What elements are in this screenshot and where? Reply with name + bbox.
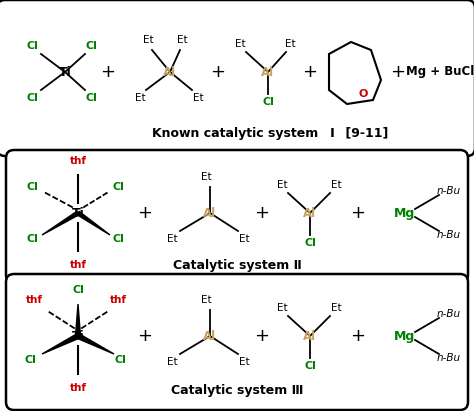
- Polygon shape: [75, 304, 81, 336]
- Text: Cl: Cl: [26, 234, 38, 244]
- Text: thf: thf: [109, 295, 127, 305]
- Text: Cl: Cl: [112, 234, 124, 244]
- Text: +: +: [137, 204, 153, 222]
- Polygon shape: [77, 211, 110, 235]
- Polygon shape: [42, 211, 79, 235]
- Text: Et: Et: [143, 35, 153, 45]
- Text: Et: Et: [285, 39, 295, 49]
- Text: Cl: Cl: [114, 355, 126, 365]
- Text: Al: Al: [203, 206, 217, 219]
- Text: n-Bu: n-Bu: [437, 309, 461, 319]
- Text: Al: Al: [303, 330, 317, 342]
- Text: Cl: Cl: [112, 182, 124, 192]
- Text: Cl: Cl: [26, 41, 38, 51]
- Text: Cl: Cl: [26, 93, 38, 103]
- Text: [9-11]: [9-11]: [341, 127, 388, 139]
- Text: Mg + BuCl: Mg + BuCl: [406, 65, 474, 79]
- Text: Cl: Cl: [72, 285, 84, 295]
- Text: n-Bu: n-Bu: [437, 186, 461, 196]
- Text: Cl: Cl: [85, 93, 97, 103]
- Text: Et: Et: [277, 303, 287, 313]
- Text: +: +: [302, 63, 318, 81]
- FancyBboxPatch shape: [0, 0, 474, 156]
- Text: Ti: Ti: [59, 65, 72, 79]
- Text: Et: Et: [193, 93, 203, 103]
- Text: Cl: Cl: [304, 361, 316, 371]
- Text: Al: Al: [262, 65, 274, 79]
- Text: Et: Et: [277, 180, 287, 190]
- Text: Et: Et: [177, 35, 187, 45]
- FancyBboxPatch shape: [6, 150, 468, 283]
- Text: Et: Et: [201, 172, 211, 182]
- Text: n-Bu: n-Bu: [437, 230, 461, 240]
- Text: Known catalytic system: Known catalytic system: [152, 127, 322, 139]
- Text: Et: Et: [235, 39, 246, 49]
- Text: thf: thf: [26, 295, 43, 305]
- Text: Et: Et: [167, 357, 177, 367]
- Text: Al: Al: [203, 330, 217, 342]
- Text: +: +: [350, 327, 365, 345]
- Polygon shape: [42, 334, 79, 354]
- Polygon shape: [77, 334, 114, 354]
- Text: +: +: [255, 327, 270, 345]
- FancyBboxPatch shape: [6, 274, 468, 410]
- Text: Cl: Cl: [262, 97, 274, 107]
- Text: n-Bu: n-Bu: [437, 353, 461, 363]
- Text: Et: Et: [167, 234, 177, 244]
- Text: +: +: [100, 63, 116, 81]
- Text: Et: Et: [331, 180, 341, 190]
- Text: thf: thf: [70, 156, 86, 166]
- Text: thf: thf: [70, 260, 86, 270]
- Text: Mg: Mg: [394, 330, 416, 342]
- Text: Et: Et: [331, 303, 341, 313]
- Text: +: +: [255, 204, 270, 222]
- Text: Et: Et: [239, 234, 249, 244]
- Text: thf: thf: [70, 383, 86, 393]
- Text: Et: Et: [201, 295, 211, 305]
- Text: Catalytic system Ⅱ: Catalytic system Ⅱ: [173, 259, 301, 272]
- Text: Ti: Ti: [72, 206, 84, 219]
- Text: Ti: Ti: [72, 330, 84, 342]
- Text: Ⅰ: Ⅰ: [330, 127, 335, 139]
- Text: +: +: [137, 327, 153, 345]
- Text: Et: Et: [135, 93, 146, 103]
- Text: +: +: [350, 204, 365, 222]
- Text: +: +: [391, 63, 405, 81]
- Text: Et: Et: [239, 357, 249, 367]
- Text: Al: Al: [164, 65, 176, 79]
- Text: Catalytic system Ⅲ: Catalytic system Ⅲ: [171, 383, 303, 397]
- Text: Cl: Cl: [304, 238, 316, 248]
- Text: Cl: Cl: [85, 41, 97, 51]
- Text: O: O: [358, 89, 368, 99]
- Text: Cl: Cl: [26, 182, 38, 192]
- Text: Al: Al: [303, 206, 317, 219]
- Text: Mg: Mg: [394, 206, 416, 219]
- Text: Cl: Cl: [24, 355, 36, 365]
- Text: +: +: [210, 63, 226, 81]
